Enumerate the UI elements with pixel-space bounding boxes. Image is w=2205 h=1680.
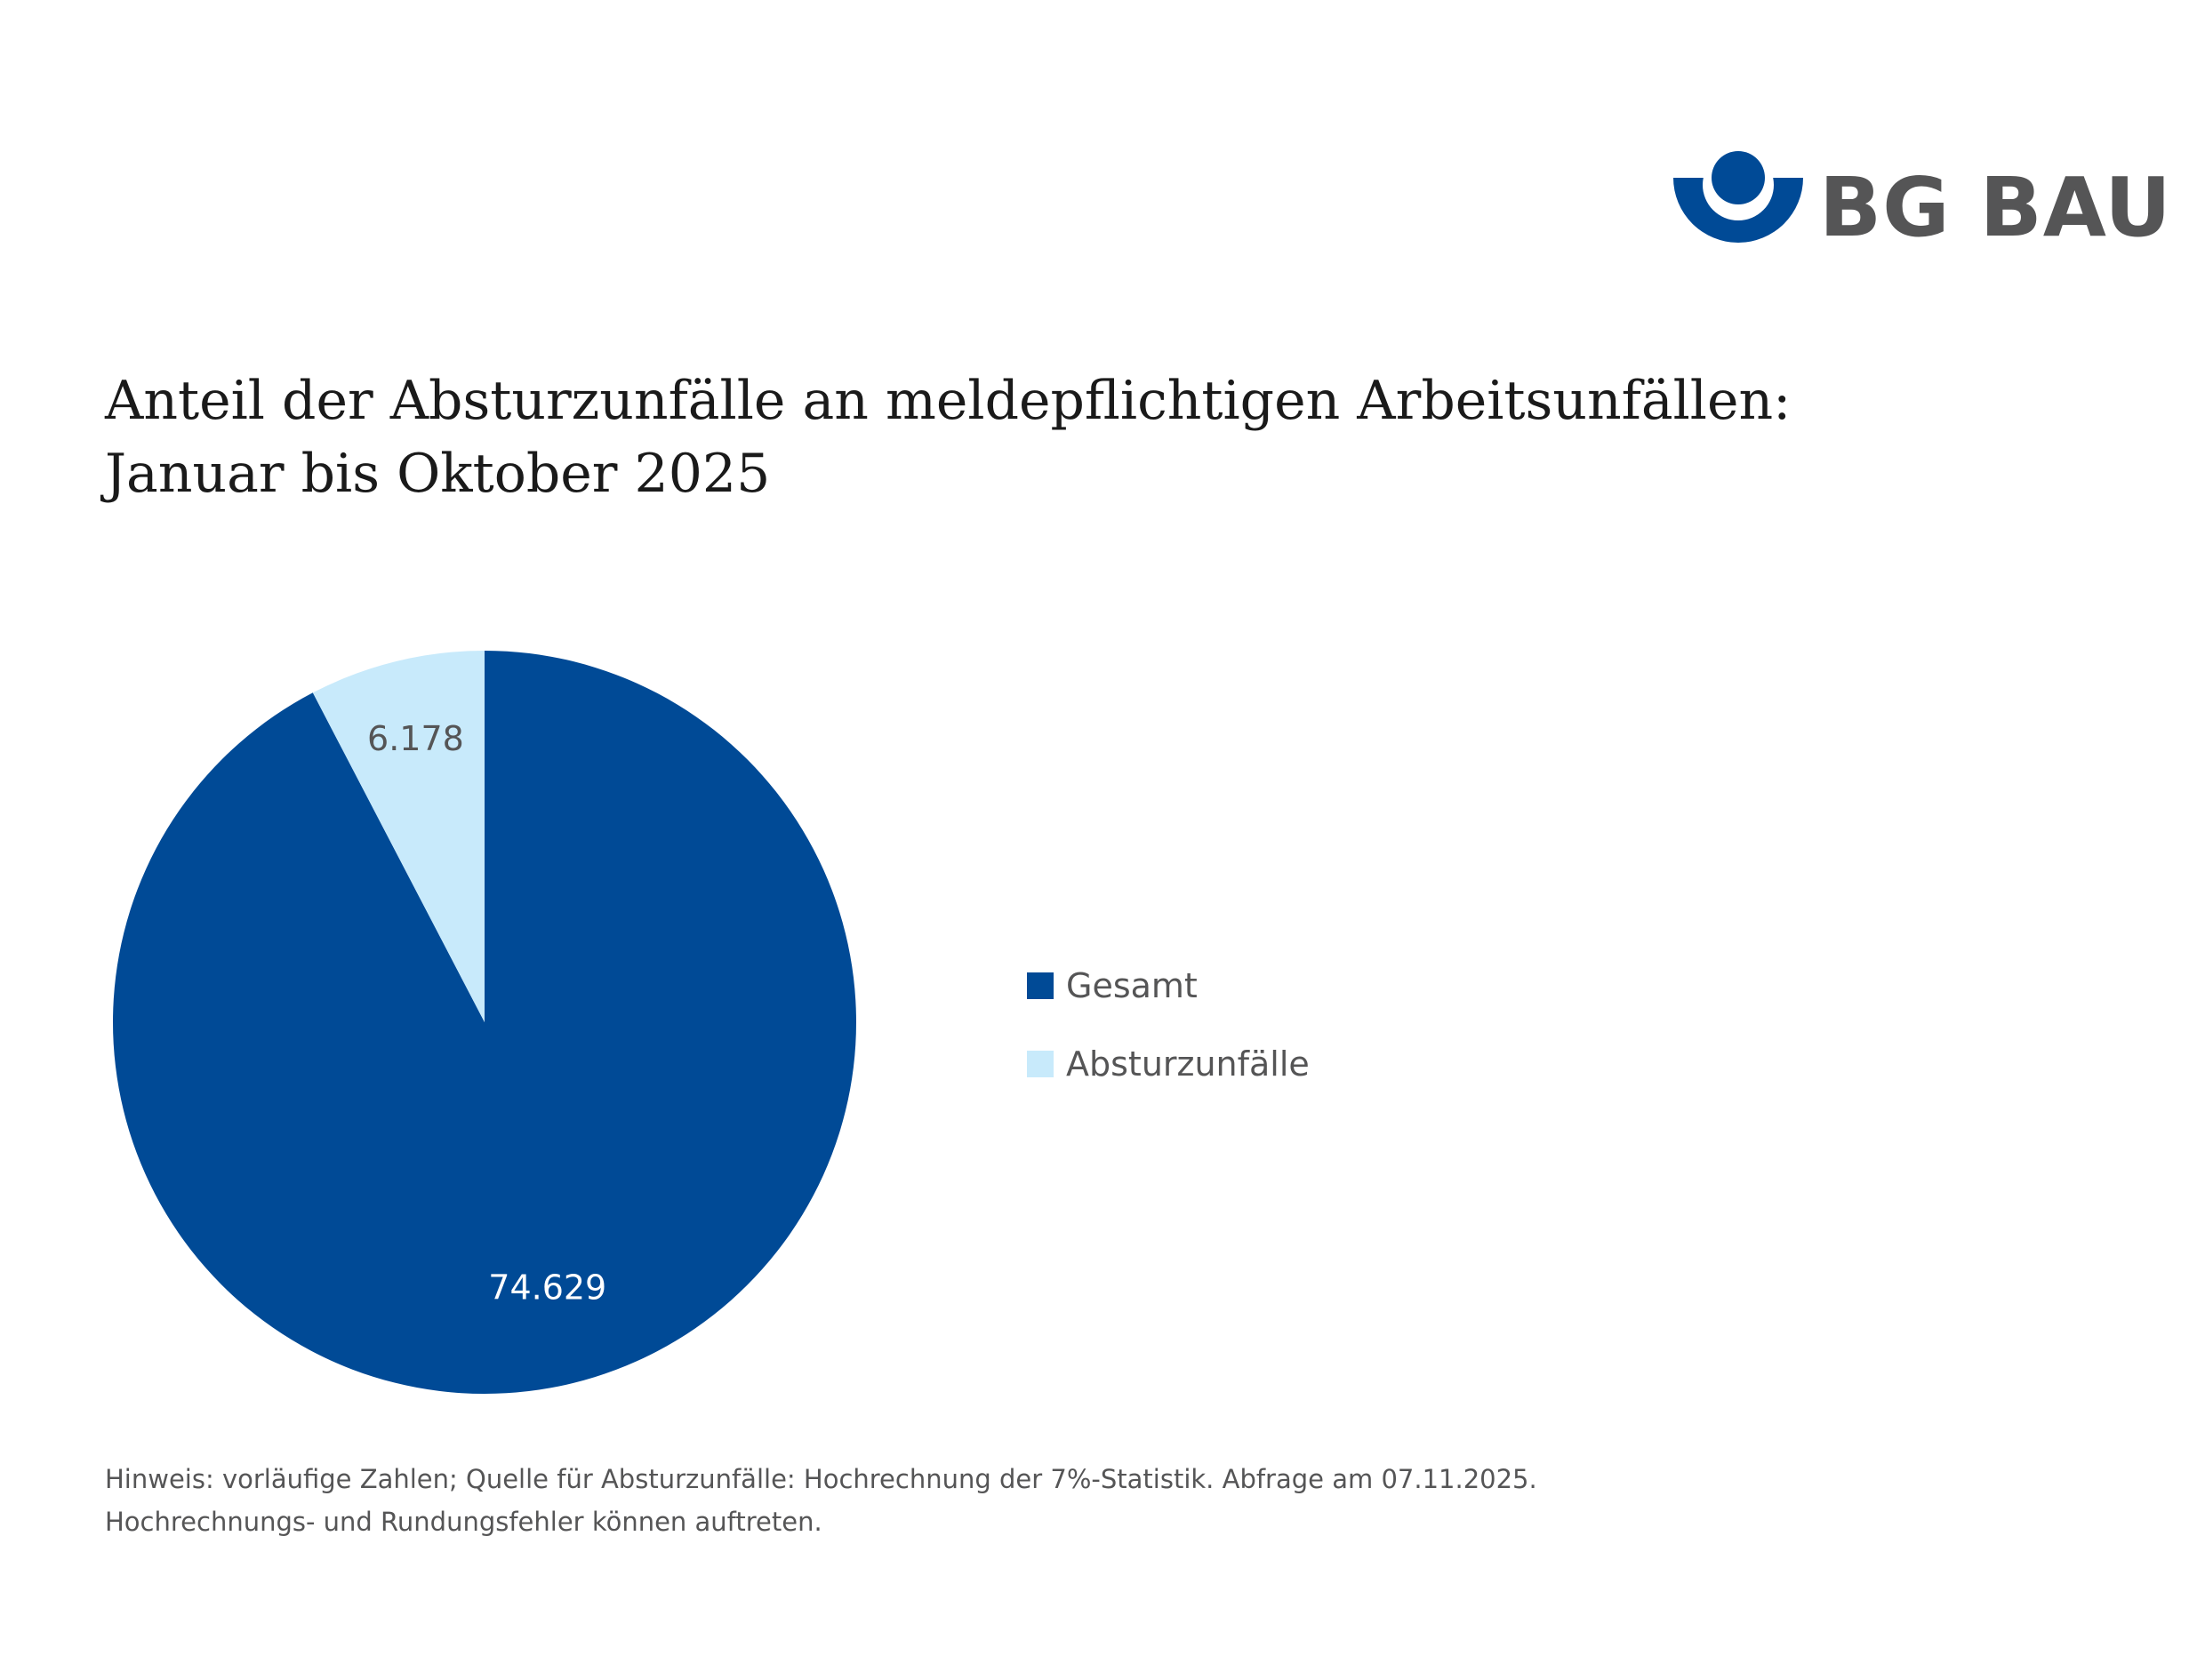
- pie-slice-gesamt: [112, 651, 856, 1394]
- footnote-line-1: Hinweis: vorläufige Zahlen; Quelle für A…: [105, 1464, 1537, 1494]
- bg-bau-logo-text: BG BAU: [1819, 160, 2172, 255]
- footnote: Hinweis: vorläufige Zahlen; Quelle für A…: [105, 1458, 2150, 1543]
- chart-title-line-1: Anteil der Absturzunfälle an meldepflich…: [105, 370, 1792, 432]
- legend-label-absturzunfaelle: Absturzunfälle: [1066, 1044, 1310, 1084]
- legend-item-gesamt: Gesamt: [1027, 947, 1310, 1025]
- legend-swatch-gesamt: [1027, 972, 1054, 999]
- bg-bau-logo: BG BAU: [1672, 151, 2171, 258]
- legend-swatch-absturzunfaelle: [1027, 1051, 1054, 1077]
- chart-title: Anteil der Absturzunfälle an meldepflich…: [105, 364, 2150, 510]
- bg-bau-logo-icon: [1673, 151, 1803, 243]
- legend-item-absturzunfaelle: Absturzunfälle: [1027, 1025, 1310, 1103]
- footnote-line-2: Hochrechnungs- und Rundungsfehler können…: [105, 1507, 822, 1537]
- chart-title-line-2: Januar bis Oktober 2025: [105, 443, 771, 505]
- chart-legend: Gesamt Absturzunfälle: [1027, 947, 1310, 1103]
- pie-label-gesamt: 74.629: [488, 1268, 606, 1308]
- pie-label-absturzunfaelle: 6.178: [367, 719, 464, 758]
- pie-slice-absturzunfaelle: [312, 651, 485, 1022]
- legend-label-gesamt: Gesamt: [1066, 966, 1198, 1005]
